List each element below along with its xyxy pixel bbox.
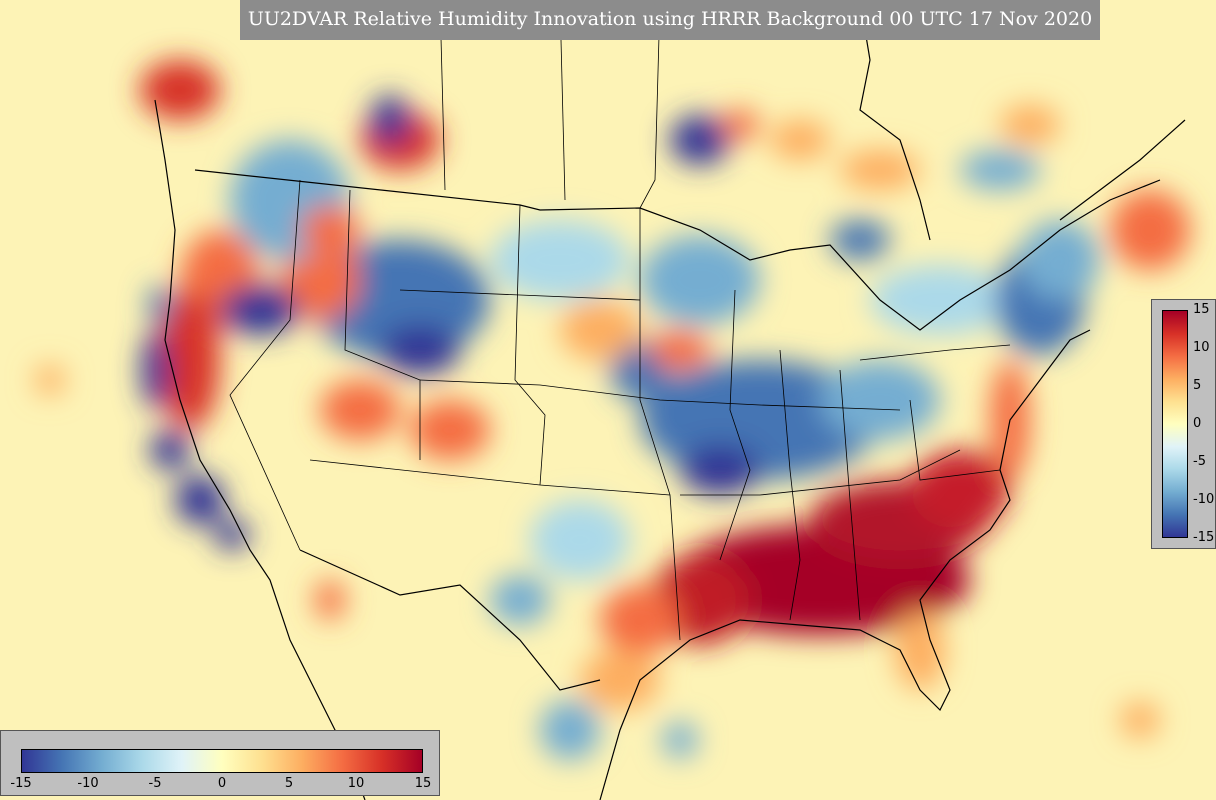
colorbar-horizontal-tick-label: -10 <box>77 776 99 791</box>
colorbar-vertical-gradient <box>1162 310 1188 538</box>
boundary-lines <box>154 0 1186 800</box>
state-lines <box>229 0 1011 641</box>
colorbar-horizontal: -15 -10 -5 0 5 10 15 <box>0 730 440 796</box>
colorbar-horizontal-tick-label: -15 <box>10 776 32 791</box>
colorbar-vertical: 15 10 5 0 -5 -10 -15 <box>1151 299 1216 549</box>
colorbar-vertical-tick-label: 10 <box>1193 340 1210 355</box>
gulf-coast <box>599 329 1091 800</box>
innovation-field <box>35 60 1190 760</box>
colorbar-vertical-tick-label: 5 <box>1193 378 1202 393</box>
colorbar-vertical-tick-label: -10 <box>1193 492 1215 507</box>
colorbar-horizontal-tick-label: 0 <box>217 776 227 791</box>
west-coast <box>154 99 366 800</box>
map-title: UU2DVAR Relative Humidity Innovation usi… <box>240 0 1100 40</box>
colorbar-vertical-tick-label: -5 <box>1193 454 1206 469</box>
colorbar-horizontal-gradient <box>21 749 423 773</box>
us-mexico-border <box>299 549 601 691</box>
colorbar-horizontal-tick-label: 10 <box>347 776 365 791</box>
canada-east-coast <box>1059 119 1186 221</box>
colorbar-horizontal-tick-label: 15 <box>414 776 432 791</box>
colorbar-vertical-tick-label: 0 <box>1193 416 1202 431</box>
hudson-bay-coast <box>859 0 931 241</box>
us-canada-border <box>194 169 1161 331</box>
colorbar-horizontal-tick-label: 5 <box>284 776 294 791</box>
colorbar-vertical-tick-label: 15 <box>1193 302 1210 317</box>
colorbar-horizontal-tick-label: -5 <box>148 776 162 791</box>
colorbar-vertical-tick-label: -15 <box>1193 530 1215 545</box>
